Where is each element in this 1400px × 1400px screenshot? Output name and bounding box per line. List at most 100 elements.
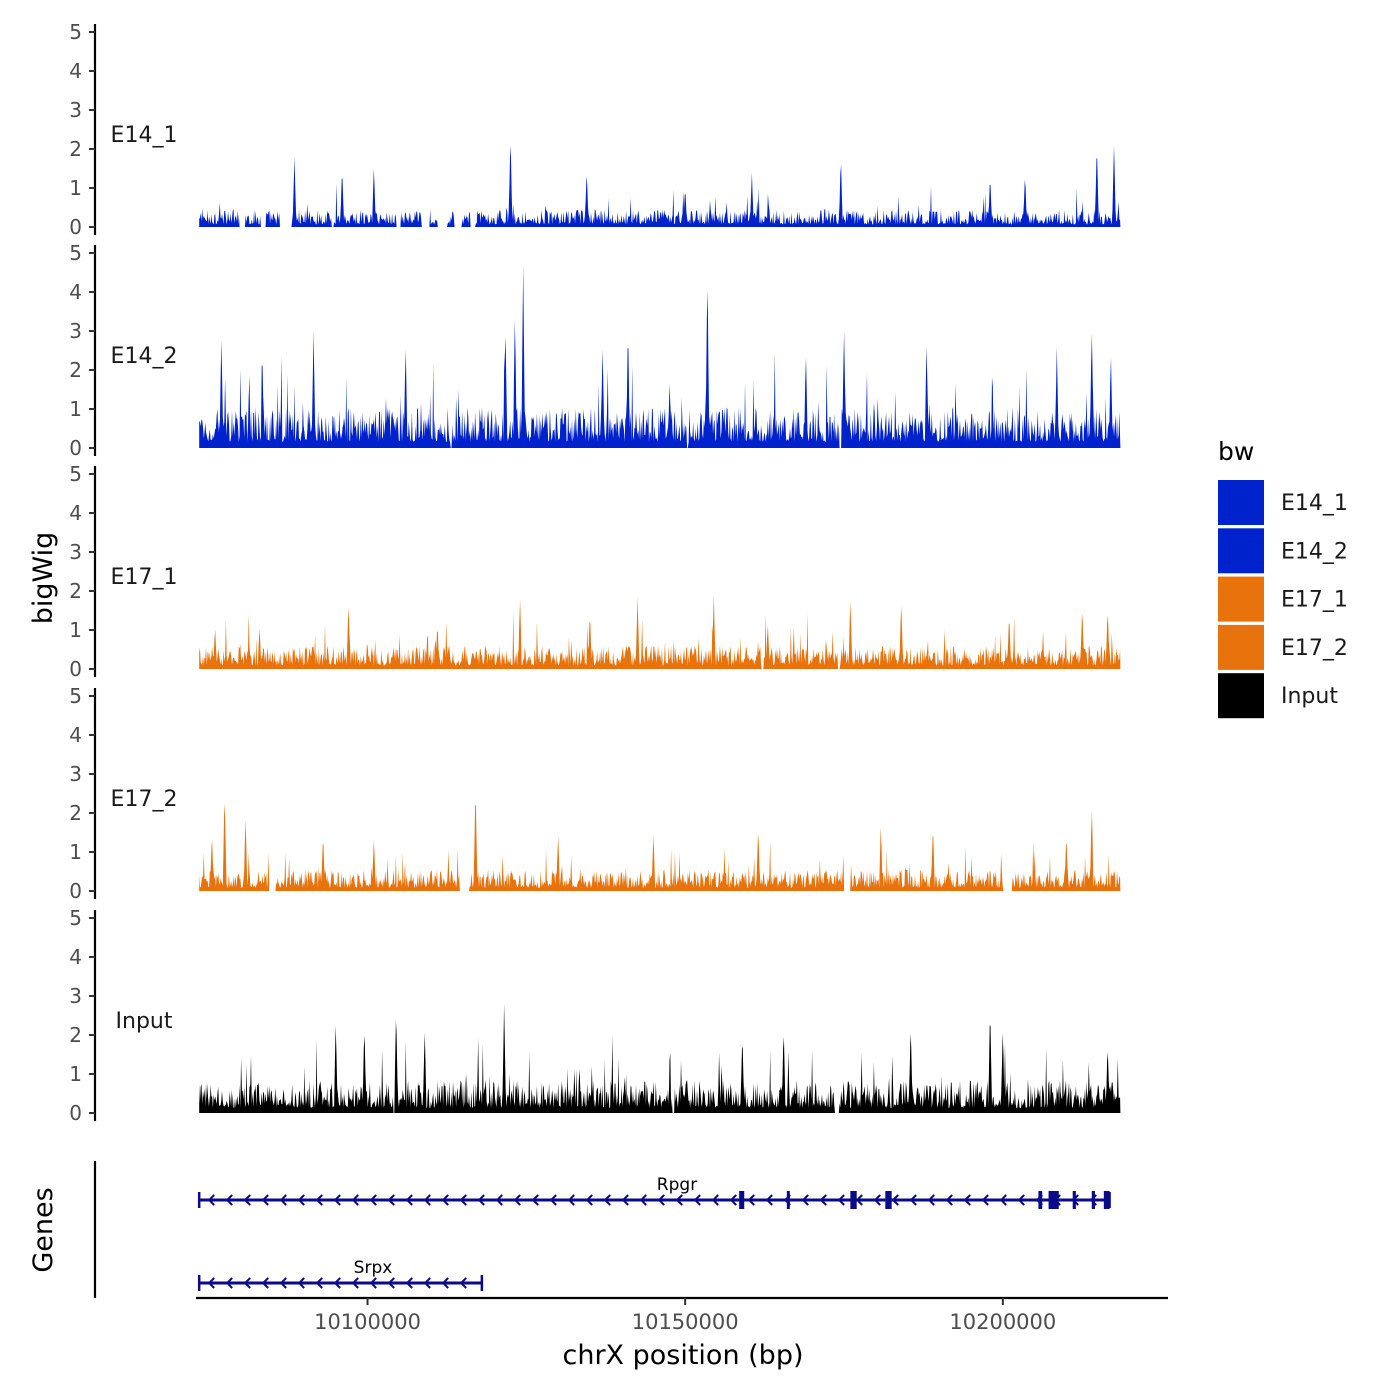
y-tick-label: 5 — [69, 241, 82, 265]
y-tick-label: 5 — [69, 462, 82, 486]
y-tick-label: 2 — [69, 801, 82, 825]
x-tick-label: 10100000 — [314, 1310, 421, 1334]
strand-arrow — [765, 1194, 773, 1206]
strand-arrow — [999, 1194, 1007, 1206]
exon — [1048, 1191, 1059, 1209]
legend-item-E14_2: E14_2 — [1218, 528, 1348, 574]
coverage-area-Input — [199, 1003, 1121, 1113]
y-tick-label: 1 — [69, 176, 82, 200]
y-tick-label: 5 — [69, 684, 82, 708]
strand-arrow — [369, 1194, 377, 1206]
strand-arrow — [405, 1277, 413, 1289]
strand-arrow — [603, 1194, 611, 1206]
strand-arrow — [441, 1277, 449, 1289]
strand-arrow — [567, 1194, 575, 1206]
y-tick-label: 0 — [69, 215, 82, 239]
strand-arrow — [441, 1194, 449, 1206]
strand-arrow — [477, 1194, 485, 1206]
x-tick-label: 10200000 — [949, 1310, 1056, 1334]
legend-label: E17_2 — [1281, 636, 1348, 661]
track-E17_1: 0 1 2 3 4 5 E17_1 — [69, 462, 1121, 681]
strand-arrow — [279, 1277, 287, 1289]
y-tick-label: 3 — [69, 540, 82, 564]
gene-Rpgr: Rpgr — [197, 1175, 1111, 1209]
strand-arrow — [207, 1277, 215, 1289]
strand-arrow — [657, 1194, 665, 1206]
y-tick-label: 1 — [69, 1062, 82, 1086]
track-Input: 0 1 2 3 4 5 Input — [69, 906, 1121, 1125]
strand-arrow — [315, 1277, 323, 1289]
y-tick-label: 1 — [69, 618, 82, 642]
legend-swatch — [1218, 624, 1264, 670]
track-label: E17_1 — [111, 565, 178, 590]
y-tick-label: 2 — [69, 579, 82, 603]
legend: bw E14_1 E14_2 E17_1 E17_2 Input — [1218, 437, 1348, 719]
legend-swatch — [1218, 480, 1264, 525]
y-axis-title: bigWig — [28, 532, 59, 625]
gene-label: Rpgr — [657, 1175, 697, 1195]
strand-arrow — [711, 1194, 719, 1206]
strand-arrow — [819, 1194, 827, 1206]
strand-arrow — [351, 1194, 359, 1206]
strand-arrow — [261, 1194, 269, 1206]
y-tick-label: 4 — [69, 945, 82, 969]
x-tick-label: 10150000 — [632, 1310, 739, 1334]
legend-label: E17_1 — [1281, 588, 1348, 613]
strand-arrow — [225, 1277, 233, 1289]
legend-swatch — [1218, 576, 1264, 622]
legend-swatch — [1218, 528, 1264, 574]
y-tick-label: 5 — [69, 906, 82, 930]
y-tick-label: 3 — [69, 98, 82, 122]
strand-arrow — [297, 1194, 305, 1206]
strand-arrow — [279, 1194, 287, 1206]
coverage-tracks: 0 1 2 3 4 5 E14_1 0 1 2 3 4 5 E14_2 0 1 2 3 4 5 E17_1 0 1 2 3 4 5 E… — [69, 20, 1121, 1125]
strand-arrow — [747, 1194, 755, 1206]
genes-track: Rpgr Srpx — [93, 1161, 1111, 1298]
strand-arrow — [891, 1194, 899, 1206]
legend-item-E17_2: E17_2 — [1218, 624, 1348, 670]
gene-Srpx: Srpx — [197, 1258, 484, 1291]
y-tick-label: 0 — [69, 657, 82, 681]
strand-arrow — [639, 1194, 647, 1206]
strand-arrow — [945, 1194, 953, 1206]
exon — [850, 1191, 857, 1209]
y-tick-label: 4 — [69, 280, 82, 304]
strand-arrow — [225, 1194, 233, 1206]
strand-arrow — [333, 1194, 341, 1206]
legend-label: Input — [1281, 684, 1338, 709]
y-tick-label: 0 — [69, 1101, 82, 1125]
strand-arrow — [333, 1277, 341, 1289]
legend-item-Input: Input — [1218, 673, 1338, 719]
strand-arrow — [585, 1194, 593, 1206]
legend-swatch — [1218, 673, 1264, 719]
y-tick-label: 0 — [69, 879, 82, 903]
strand-arrow — [927, 1194, 935, 1206]
strand-arrow — [315, 1194, 323, 1206]
strand-arrow — [801, 1194, 809, 1206]
y-tick-label: 5 — [69, 20, 82, 44]
exon — [1091, 1191, 1095, 1209]
x-axis-title: chrX position (bp) — [562, 1340, 803, 1371]
strand-arrow — [459, 1194, 467, 1206]
exon — [739, 1191, 745, 1209]
x-axis: 10100000 10150000 10200000 — [196, 1296, 1168, 1334]
strand-arrow — [405, 1194, 413, 1206]
strand-arrow — [549, 1194, 557, 1206]
strand-arrow — [351, 1277, 359, 1289]
strand-arrow — [1017, 1194, 1025, 1206]
strand-arrow — [297, 1277, 305, 1289]
strand-arrow — [675, 1194, 683, 1206]
strand-arrow — [981, 1194, 989, 1206]
strand-arrow — [459, 1277, 467, 1289]
legend-item-E17_1: E17_1 — [1218, 576, 1348, 622]
legend-label: E14_2 — [1281, 539, 1348, 564]
exon — [1072, 1191, 1076, 1209]
y-tick-label: 2 — [69, 358, 82, 382]
strand-arrow — [909, 1194, 917, 1206]
strand-arrow — [837, 1194, 845, 1206]
strand-arrow — [693, 1194, 701, 1206]
strand-arrow — [855, 1194, 863, 1206]
coverage-area-E17_1 — [199, 594, 1121, 669]
